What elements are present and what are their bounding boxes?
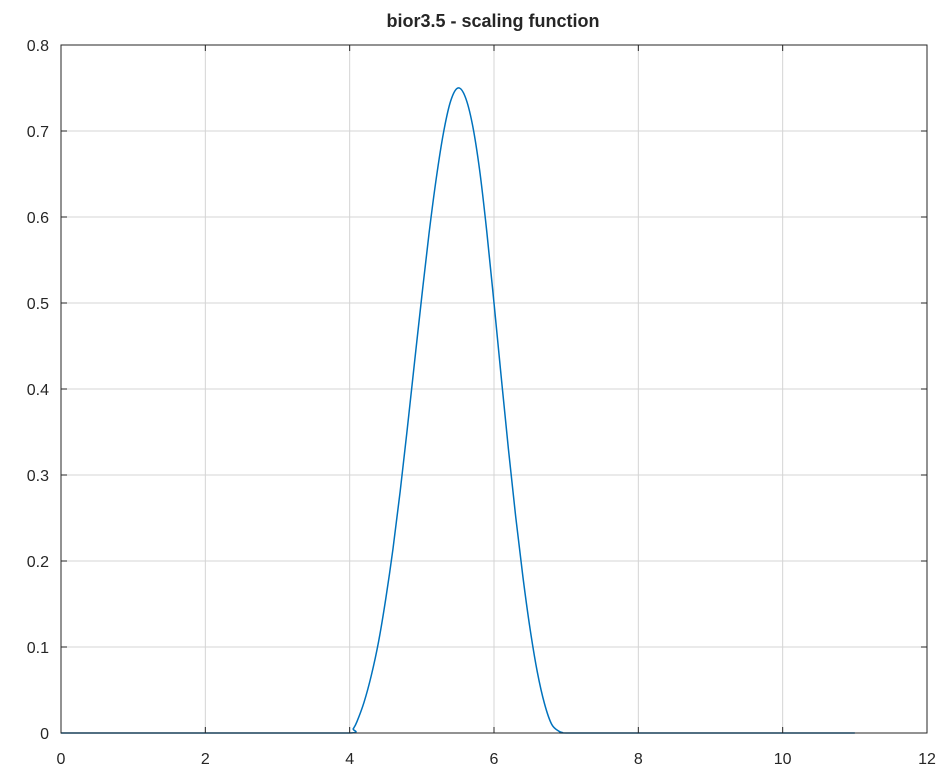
tick-marks bbox=[60, 44, 928, 734]
y-tick-label: 0 bbox=[40, 726, 49, 743]
y-tick-label: 0.6 bbox=[27, 210, 49, 227]
y-tick-label: 0.2 bbox=[27, 554, 49, 571]
series-layer bbox=[60, 87, 855, 734]
x-tick-label: 6 bbox=[490, 751, 499, 768]
grid-lines bbox=[61, 45, 927, 733]
series-line-0 bbox=[60, 87, 855, 734]
y-tick-label: 0.4 bbox=[27, 382, 49, 399]
x-tick-label: 2 bbox=[201, 751, 210, 768]
x-tick-labels: 0 2 4 6 8 10 12 bbox=[57, 751, 936, 768]
x-tick-label: 10 bbox=[774, 751, 792, 768]
x-tick-label: 4 bbox=[345, 751, 354, 768]
y-tick-label: 0.3 bbox=[27, 468, 49, 485]
chart-title: bior3.5 - scaling function bbox=[386, 11, 599, 31]
x-tick-label: 12 bbox=[918, 751, 936, 768]
y-tick-label: 0.7 bbox=[27, 124, 49, 141]
x-tick-label: 8 bbox=[634, 751, 643, 768]
y-tick-label: 0.1 bbox=[27, 640, 49, 657]
y-tick-labels: 0 0.1 0.2 0.3 0.4 0.5 0.6 0.7 0.8 bbox=[27, 38, 49, 743]
y-tick-label: 0.5 bbox=[27, 296, 49, 313]
y-tick-label: 0.8 bbox=[27, 38, 49, 55]
x-tick-label: 0 bbox=[57, 751, 66, 768]
